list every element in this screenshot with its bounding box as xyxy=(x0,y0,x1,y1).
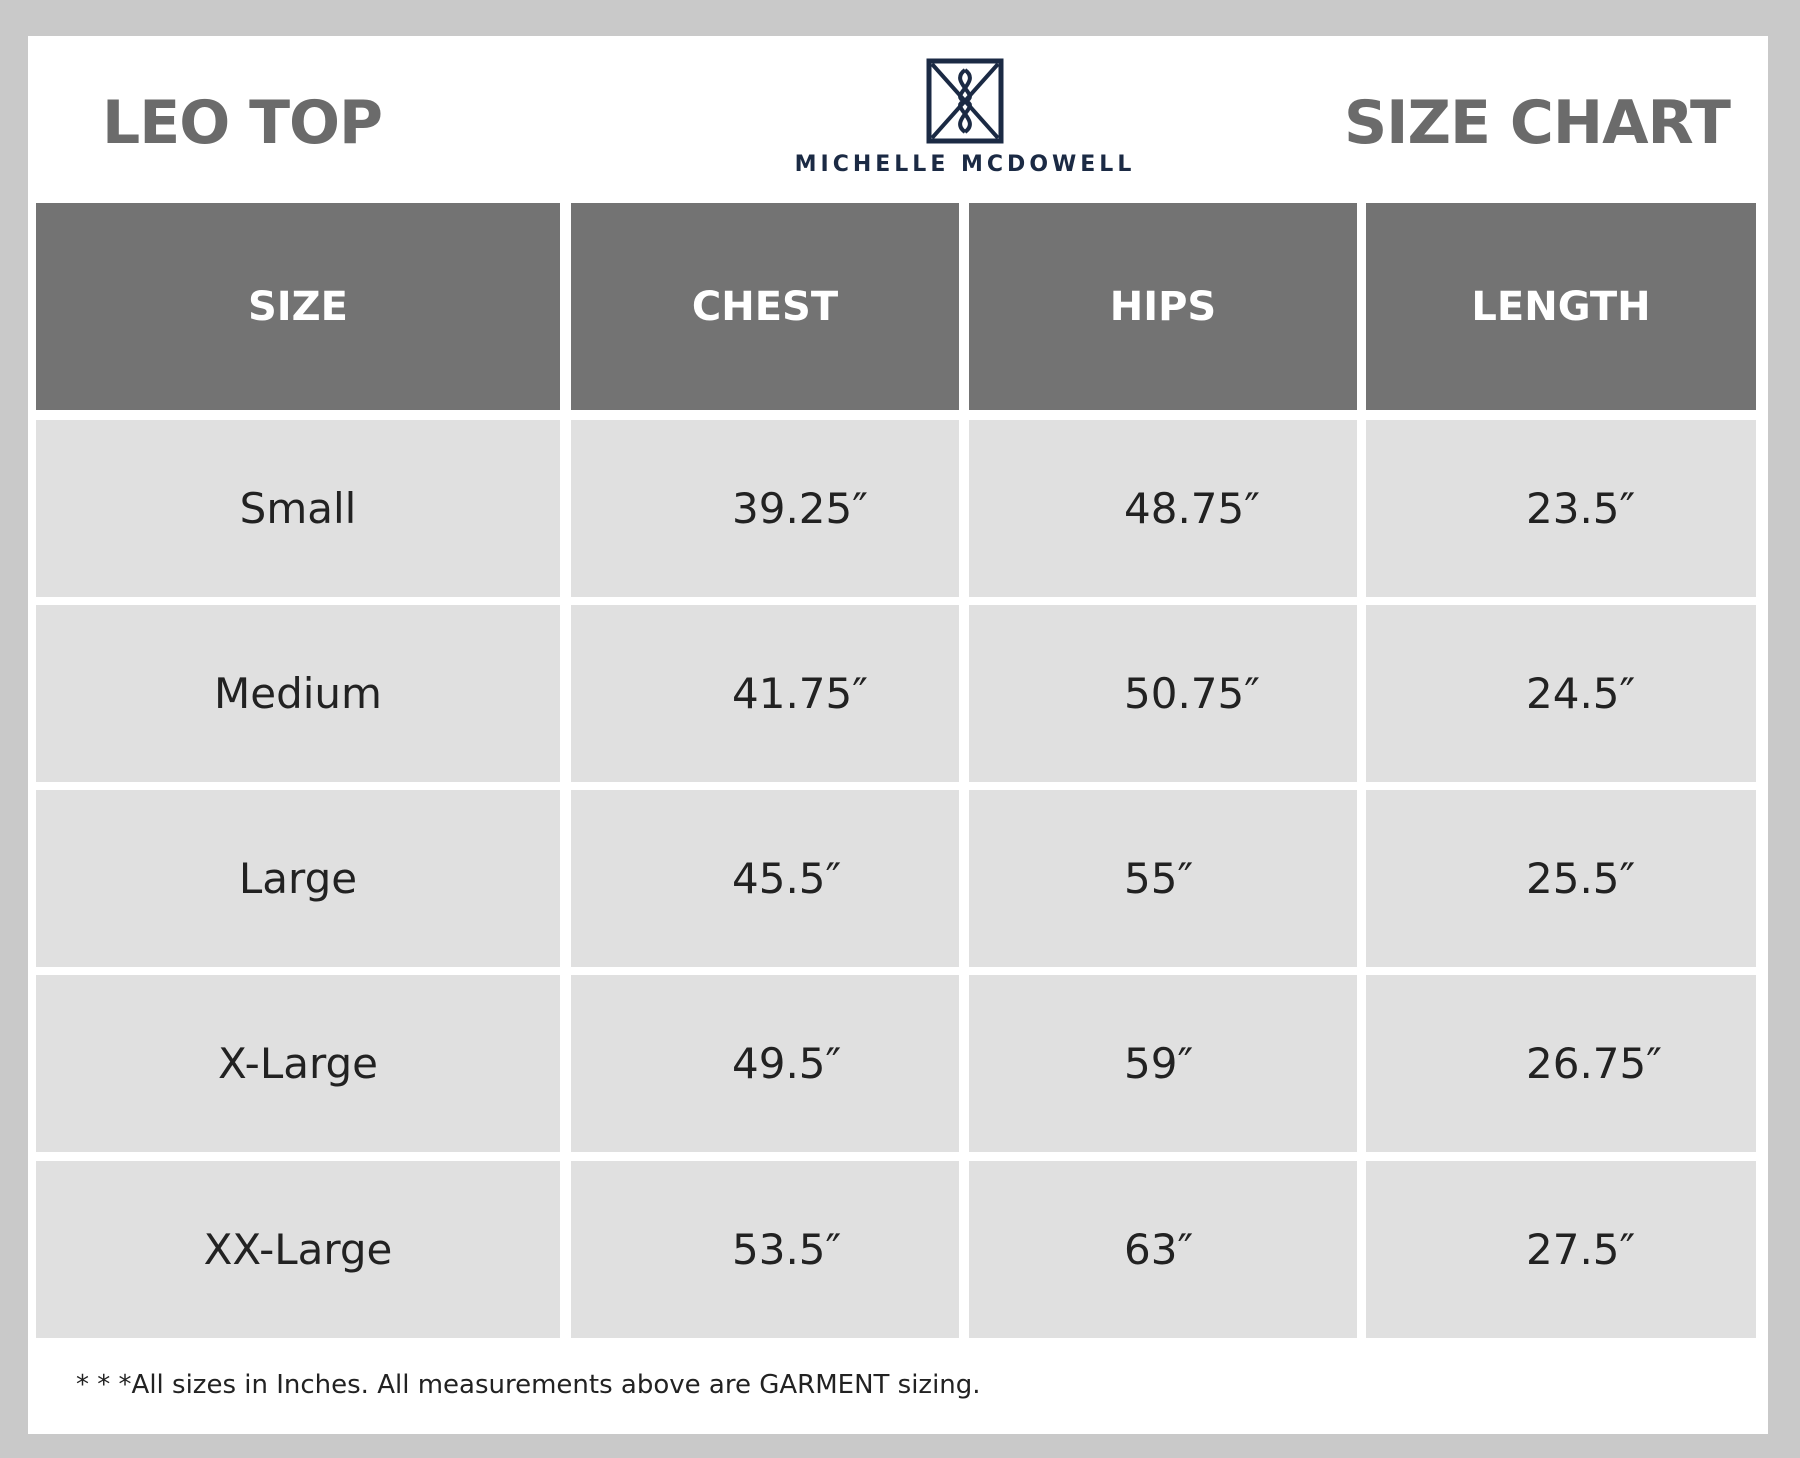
chest-value-cell: 41.75″ xyxy=(571,605,959,782)
product-title: LEO TOP xyxy=(102,88,383,158)
length-value-cell: 26.75″ xyxy=(1366,975,1756,1152)
hips-value-cell: 48.75″ xyxy=(969,420,1357,597)
hips-value-cell: 50.75″ xyxy=(969,605,1357,782)
size-label-cell: X-Large xyxy=(36,975,560,1152)
size-label-cell: XX-Large xyxy=(36,1161,560,1338)
length-value-cell: 23.5″ xyxy=(1366,420,1756,597)
length-value-cell: 25.5″ xyxy=(1366,790,1756,967)
chest-value-cell: 45.5″ xyxy=(571,790,959,967)
size-label-cell: Large xyxy=(36,790,560,967)
column-header-chest: CHEST xyxy=(571,203,959,410)
chest-value-cell: 49.5″ xyxy=(571,975,959,1152)
column-header-size: SIZE xyxy=(36,203,560,410)
column-header-hips: HIPS xyxy=(969,203,1357,410)
length-value-cell: 27.5″ xyxy=(1366,1161,1756,1338)
length-value-cell: 24.5″ xyxy=(1366,605,1756,782)
brand-name: MICHELLE MCDOWELL xyxy=(794,152,1136,177)
hips-value-cell: 63″ xyxy=(969,1161,1357,1338)
size-chart-title: SIZE CHART xyxy=(1343,88,1731,158)
hips-value-cell: 55″ xyxy=(969,790,1357,967)
brand-logo: MICHELLE MCDOWELL xyxy=(790,58,1140,188)
footnote: * * *All sizes in Inches. All measuremen… xyxy=(76,1370,981,1400)
size-label-cell: Small xyxy=(36,420,560,597)
size-label-cell: Medium xyxy=(36,605,560,782)
brand-monogram-icon xyxy=(926,58,1004,144)
hips-value-cell: 59″ xyxy=(969,975,1357,1152)
chest-value-cell: 53.5″ xyxy=(571,1161,959,1338)
chest-value-cell: 39.25″ xyxy=(571,420,959,597)
column-header-length: LENGTH xyxy=(1366,203,1756,410)
